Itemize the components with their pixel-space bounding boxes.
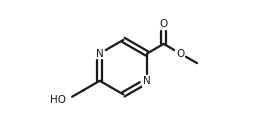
- Text: O: O: [176, 49, 185, 59]
- Text: N: N: [96, 49, 103, 59]
- Text: N: N: [143, 76, 151, 86]
- Text: HO: HO: [50, 95, 66, 105]
- Text: O: O: [159, 19, 168, 29]
